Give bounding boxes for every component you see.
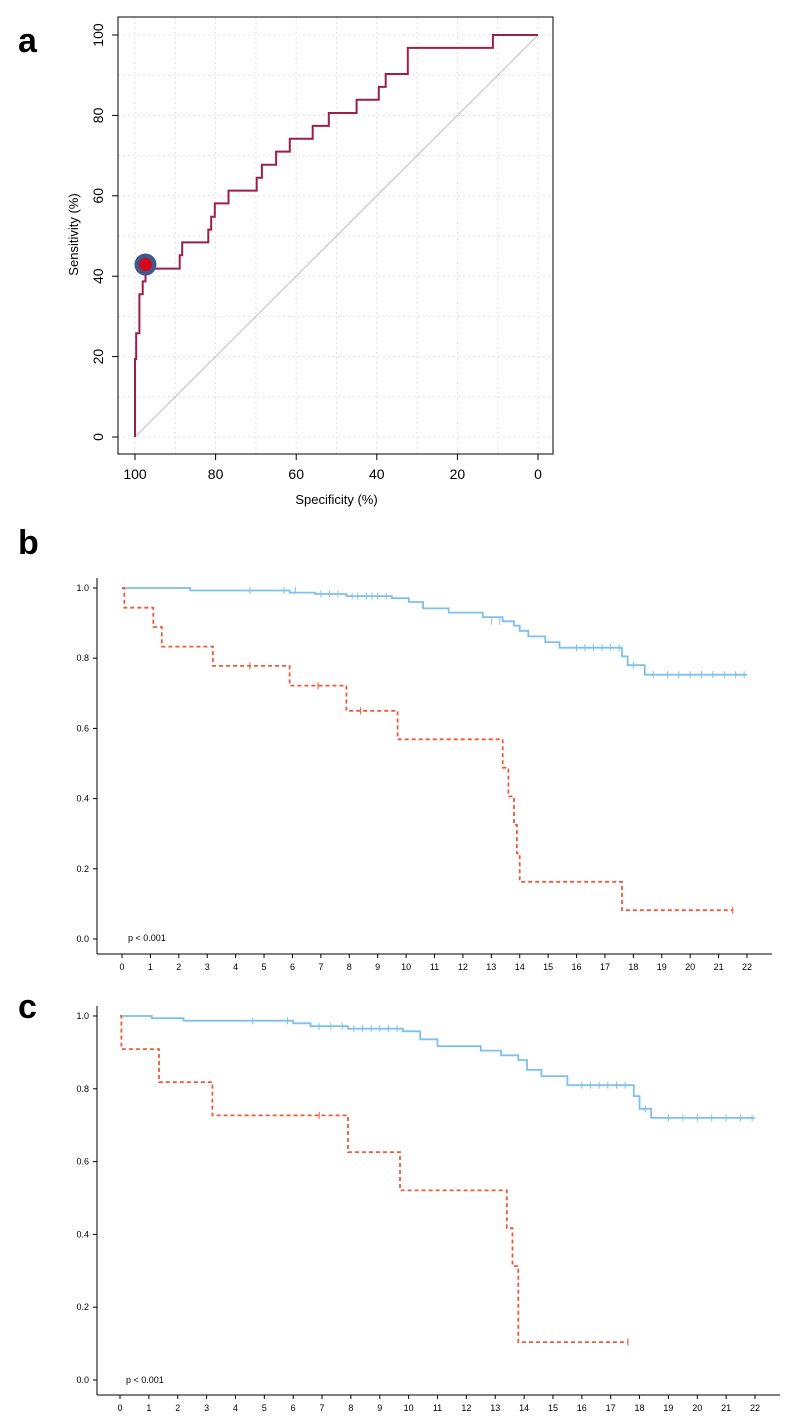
x-tick-label: 11: [433, 1403, 442, 1413]
x-tick-label: 12: [458, 962, 468, 972]
x-tick-label: 12: [461, 1403, 471, 1413]
x-tick-label: 15: [543, 962, 553, 972]
km-curve-low-risk: [122, 587, 733, 912]
diagonal-reference-line: [134, 34, 539, 438]
x-tick-label: 11: [430, 962, 439, 972]
x-tick-label: 14: [515, 962, 525, 972]
y-tick-label: 0.8: [76, 1084, 89, 1094]
x-tick-label: 2: [175, 1403, 180, 1413]
x-tick-label: 22: [742, 962, 752, 972]
x-tick-label: 14: [519, 1403, 529, 1413]
x-tick-label: 10: [404, 1403, 414, 1413]
y-tick-label: 40: [90, 268, 106, 284]
y-axis-label: Sensitivity (%): [66, 193, 81, 275]
x-tick-label: 4: [233, 962, 238, 972]
x-tick-label: 16: [572, 962, 582, 972]
x-tick-label: 80: [208, 466, 224, 482]
x-tick-label: 2: [176, 962, 181, 972]
y-tick-label: 20: [90, 349, 106, 365]
y-tick-label: 0: [90, 433, 106, 441]
y-tick-label: 0.0: [76, 1375, 89, 1385]
x-tick-label: 16: [577, 1403, 587, 1413]
x-tick-label: 3: [205, 962, 210, 972]
x-tick-label: 17: [606, 1403, 616, 1413]
km-curve-low-risk: [120, 1015, 628, 1343]
x-tick-label: 7: [318, 962, 323, 972]
y-tick-label: 0.2: [76, 864, 89, 874]
km-curve-high-risk: [122, 587, 747, 676]
x-tick-label: 20: [692, 1403, 702, 1413]
x-tick-label: 6: [290, 962, 295, 972]
roc-chart: 100 80 60 40 20 0 0 20 40 60 80 100 Specificity (%) S…: [66, 16, 554, 507]
y-tick-label: 0.4: [76, 794, 89, 804]
plot-frame: [117, 16, 554, 455]
y-tick-label: 1.0: [76, 1011, 89, 1021]
x-tick-label: 19: [663, 1403, 673, 1413]
x-tick-label: 6: [291, 1403, 296, 1413]
x-tick-label: 7: [320, 1403, 325, 1413]
y-tick-label: 0.0: [76, 934, 89, 944]
x-tick-label: 22: [750, 1403, 760, 1413]
x-tick-label: 5: [262, 1403, 267, 1413]
y-tick-label: 60: [90, 188, 106, 204]
panel-label-b: b: [18, 524, 39, 562]
x-tick-label: 9: [375, 962, 380, 972]
x-tick-label: 60: [288, 466, 304, 482]
x-tick-label: 0: [119, 962, 124, 972]
x-tick-label: 8: [348, 1403, 353, 1413]
y-tick-label: 0.6: [76, 1157, 89, 1167]
y-tick-label: 0.2: [76, 1302, 89, 1312]
y-tick-label: 0.4: [76, 1229, 89, 1239]
p-value-annotation: p < 0.001: [128, 933, 166, 943]
x-tick-label: 1: [146, 1403, 151, 1413]
x-tick-label: 8: [347, 962, 352, 972]
x-tick-label: 0: [117, 1403, 122, 1413]
panel-c: c 0 1 2 3 4 5 6 7 8 9 10 11 12 13 14 15 16 17 18 19 20 21 22 0.…: [0, 980, 800, 1428]
x-tick-label: 21: [721, 1403, 731, 1413]
x-axis-label: Specificity (%): [295, 492, 377, 507]
y-tick-label: 1.0: [76, 583, 89, 593]
x-tick-label: 19: [657, 962, 667, 972]
x-tick-label: 4: [233, 1403, 238, 1413]
x-tick-label: 9: [377, 1403, 382, 1413]
x-tick-label: 13: [490, 1403, 500, 1413]
km-chart-b: 0 1 2 3 4 5 6 7 8 9 10 11 12 13 14 15 16 17 18 19 20 21 220.00…: [76, 578, 772, 972]
x-tick-label: 10: [401, 962, 411, 972]
x-tick-label: 13: [486, 962, 496, 972]
x-tick-label: 20: [450, 466, 466, 482]
km-curve-high-risk: [120, 1015, 755, 1119]
panel-a: a 100 80 60 40 20 0 0 20 40 60 80 100 Specificity (%…: [0, 0, 800, 520]
x-tick-label: 18: [628, 962, 638, 972]
x-tick-label: 5: [262, 962, 267, 972]
x-tick-label: 3: [204, 1403, 209, 1413]
y-tick-label: 100: [90, 23, 106, 47]
y-tick-label: 0.8: [76, 653, 89, 663]
x-tick-label: 17: [600, 962, 610, 972]
panel-b: b 0 1 2 3 4 5 6 7 8 9 10 11 12 13 14 15 16 17 18 19 20 21 22 0.…: [0, 520, 800, 980]
roc-curve-line: [134, 34, 538, 437]
x-tick-label: 100: [123, 466, 147, 482]
x-tick-label: 1: [148, 962, 153, 972]
p-value-annotation: p < 0.001: [126, 1375, 164, 1385]
x-tick-label: 0: [534, 466, 542, 482]
y-tick-label: 0.6: [76, 723, 89, 733]
x-tick-label: 15: [548, 1403, 558, 1413]
x-tick-label: 20: [685, 962, 695, 972]
x-tick-label: 40: [369, 466, 385, 482]
x-tick-label: 21: [714, 962, 724, 972]
km-chart-c: 0 1 2 3 4 5 6 7 8 9 10 11 12 13 14 15 16 17 18 19 20 21 220.00…: [76, 1006, 780, 1413]
x-tick-label: 18: [635, 1403, 645, 1413]
panel-label-a: a: [18, 22, 37, 60]
y-tick-label: 80: [90, 107, 106, 123]
panel-label-c: c: [18, 988, 37, 1026]
optimal-cutoff-marker-center: [138, 258, 152, 272]
